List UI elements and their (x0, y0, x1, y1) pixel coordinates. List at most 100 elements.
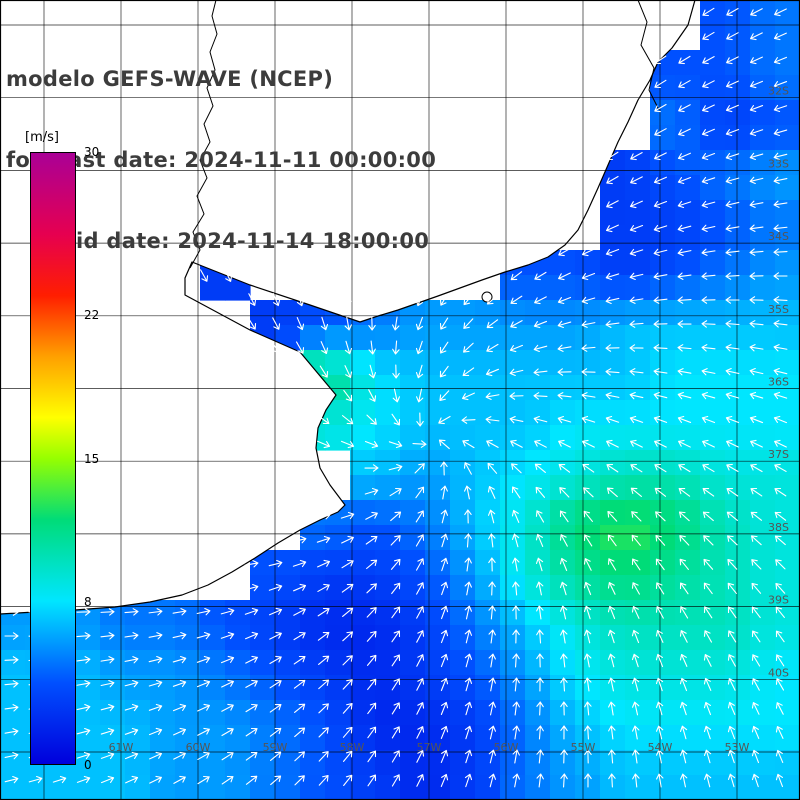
wind-arrow (391, 582, 401, 595)
wind-arrow (558, 463, 571, 473)
wind-arrow (485, 368, 500, 377)
field-cell (625, 750, 651, 776)
wind-arrow (488, 773, 497, 788)
wind-arrow (725, 368, 740, 376)
wind-arrow (366, 607, 377, 618)
field-cell (325, 575, 351, 601)
field-cell (750, 475, 776, 501)
wind-arrow (701, 415, 716, 424)
field-cell (650, 475, 676, 501)
field-cell (750, 425, 776, 451)
field-cell (675, 200, 701, 226)
field-cell (750, 550, 776, 576)
field-cell (475, 525, 501, 551)
wind-arrow (583, 534, 593, 547)
wind-arrow (509, 368, 524, 377)
wind-arrow (4, 704, 19, 712)
wind-arrow (245, 655, 258, 664)
wind-arrow (440, 557, 449, 572)
field-cell (125, 725, 151, 751)
wind-arrow (440, 581, 449, 596)
wind-arrow (344, 340, 353, 355)
wind-arrow (200, 245, 209, 258)
field-cell (25, 775, 51, 800)
wind-arrow (608, 701, 616, 716)
field-cell (725, 650, 751, 676)
field-cell (250, 775, 276, 800)
wind-arrow (533, 415, 548, 424)
wind-arrow (512, 653, 520, 668)
wind-arrow (701, 200, 716, 209)
field-cell (650, 675, 676, 701)
wind-arrow (294, 727, 306, 738)
field-cell (325, 675, 351, 701)
field-cell (650, 575, 676, 601)
wind-arrow (584, 677, 592, 692)
field-cell (275, 700, 301, 726)
field-cell (725, 475, 751, 501)
field-cell (550, 250, 576, 276)
field-cell (700, 100, 726, 126)
field-cell (400, 625, 426, 651)
field-cell (600, 275, 626, 301)
field-cell (750, 400, 776, 426)
wind-arrow (727, 535, 738, 546)
wind-arrow (270, 775, 282, 786)
field-cell (625, 475, 651, 501)
field-cell (600, 525, 626, 551)
wind-arrow (415, 292, 424, 307)
field-cell (600, 375, 626, 401)
land-layer (0, 0, 696, 615)
wind-arrow (726, 511, 738, 521)
wind-arrow (749, 104, 764, 113)
wind-arrow (677, 415, 692, 424)
wind-arrow (677, 152, 691, 161)
wind-arrow (654, 55, 667, 65)
wind-arrow (269, 727, 282, 737)
wind-arrow (391, 726, 401, 739)
wind-arrow (584, 773, 592, 788)
wind-arrow (656, 773, 664, 788)
wind-arrow (678, 463, 691, 473)
field-cell (375, 375, 401, 401)
wind-arrow (438, 439, 450, 450)
wind-arrow (28, 775, 43, 784)
field-cell (525, 525, 551, 551)
field-cell (450, 450, 476, 476)
wind-arrow (751, 606, 761, 619)
wind-arrow (560, 749, 568, 764)
wind-arrow (679, 701, 688, 716)
wind-arrow (533, 344, 548, 353)
wind-arrow (535, 510, 545, 523)
wind-arrow (269, 607, 283, 616)
field-cell (150, 775, 176, 800)
field-cell (500, 675, 526, 701)
wind-arrow (559, 534, 568, 547)
wind-arrow (464, 605, 472, 620)
wind-arrow (318, 679, 330, 690)
wind-arrow (536, 725, 544, 740)
wind-arrow (535, 533, 544, 548)
wind-arrow (655, 582, 665, 595)
wind-arrow (775, 773, 784, 788)
lon-label: 58W (340, 741, 365, 754)
wind-arrow (583, 629, 592, 644)
field-cell (175, 725, 201, 751)
wind-arrow (440, 701, 449, 716)
field-cell (525, 750, 551, 776)
lat-label: 38S (768, 521, 789, 534)
wind-arrow (512, 725, 520, 740)
wind-arrow (773, 272, 788, 280)
field-cell (175, 625, 201, 651)
wind-arrow (631, 511, 642, 522)
field-cell (625, 400, 651, 426)
wind-arrow (536, 773, 544, 788)
field-cell (325, 750, 351, 776)
wind-arrow (536, 653, 544, 668)
wind-arrow (773, 152, 788, 161)
field-cell (550, 325, 576, 351)
wind-arrow (702, 80, 715, 89)
field-cell (775, 125, 800, 151)
wind-arrow (512, 629, 520, 644)
field-cell (300, 775, 326, 800)
